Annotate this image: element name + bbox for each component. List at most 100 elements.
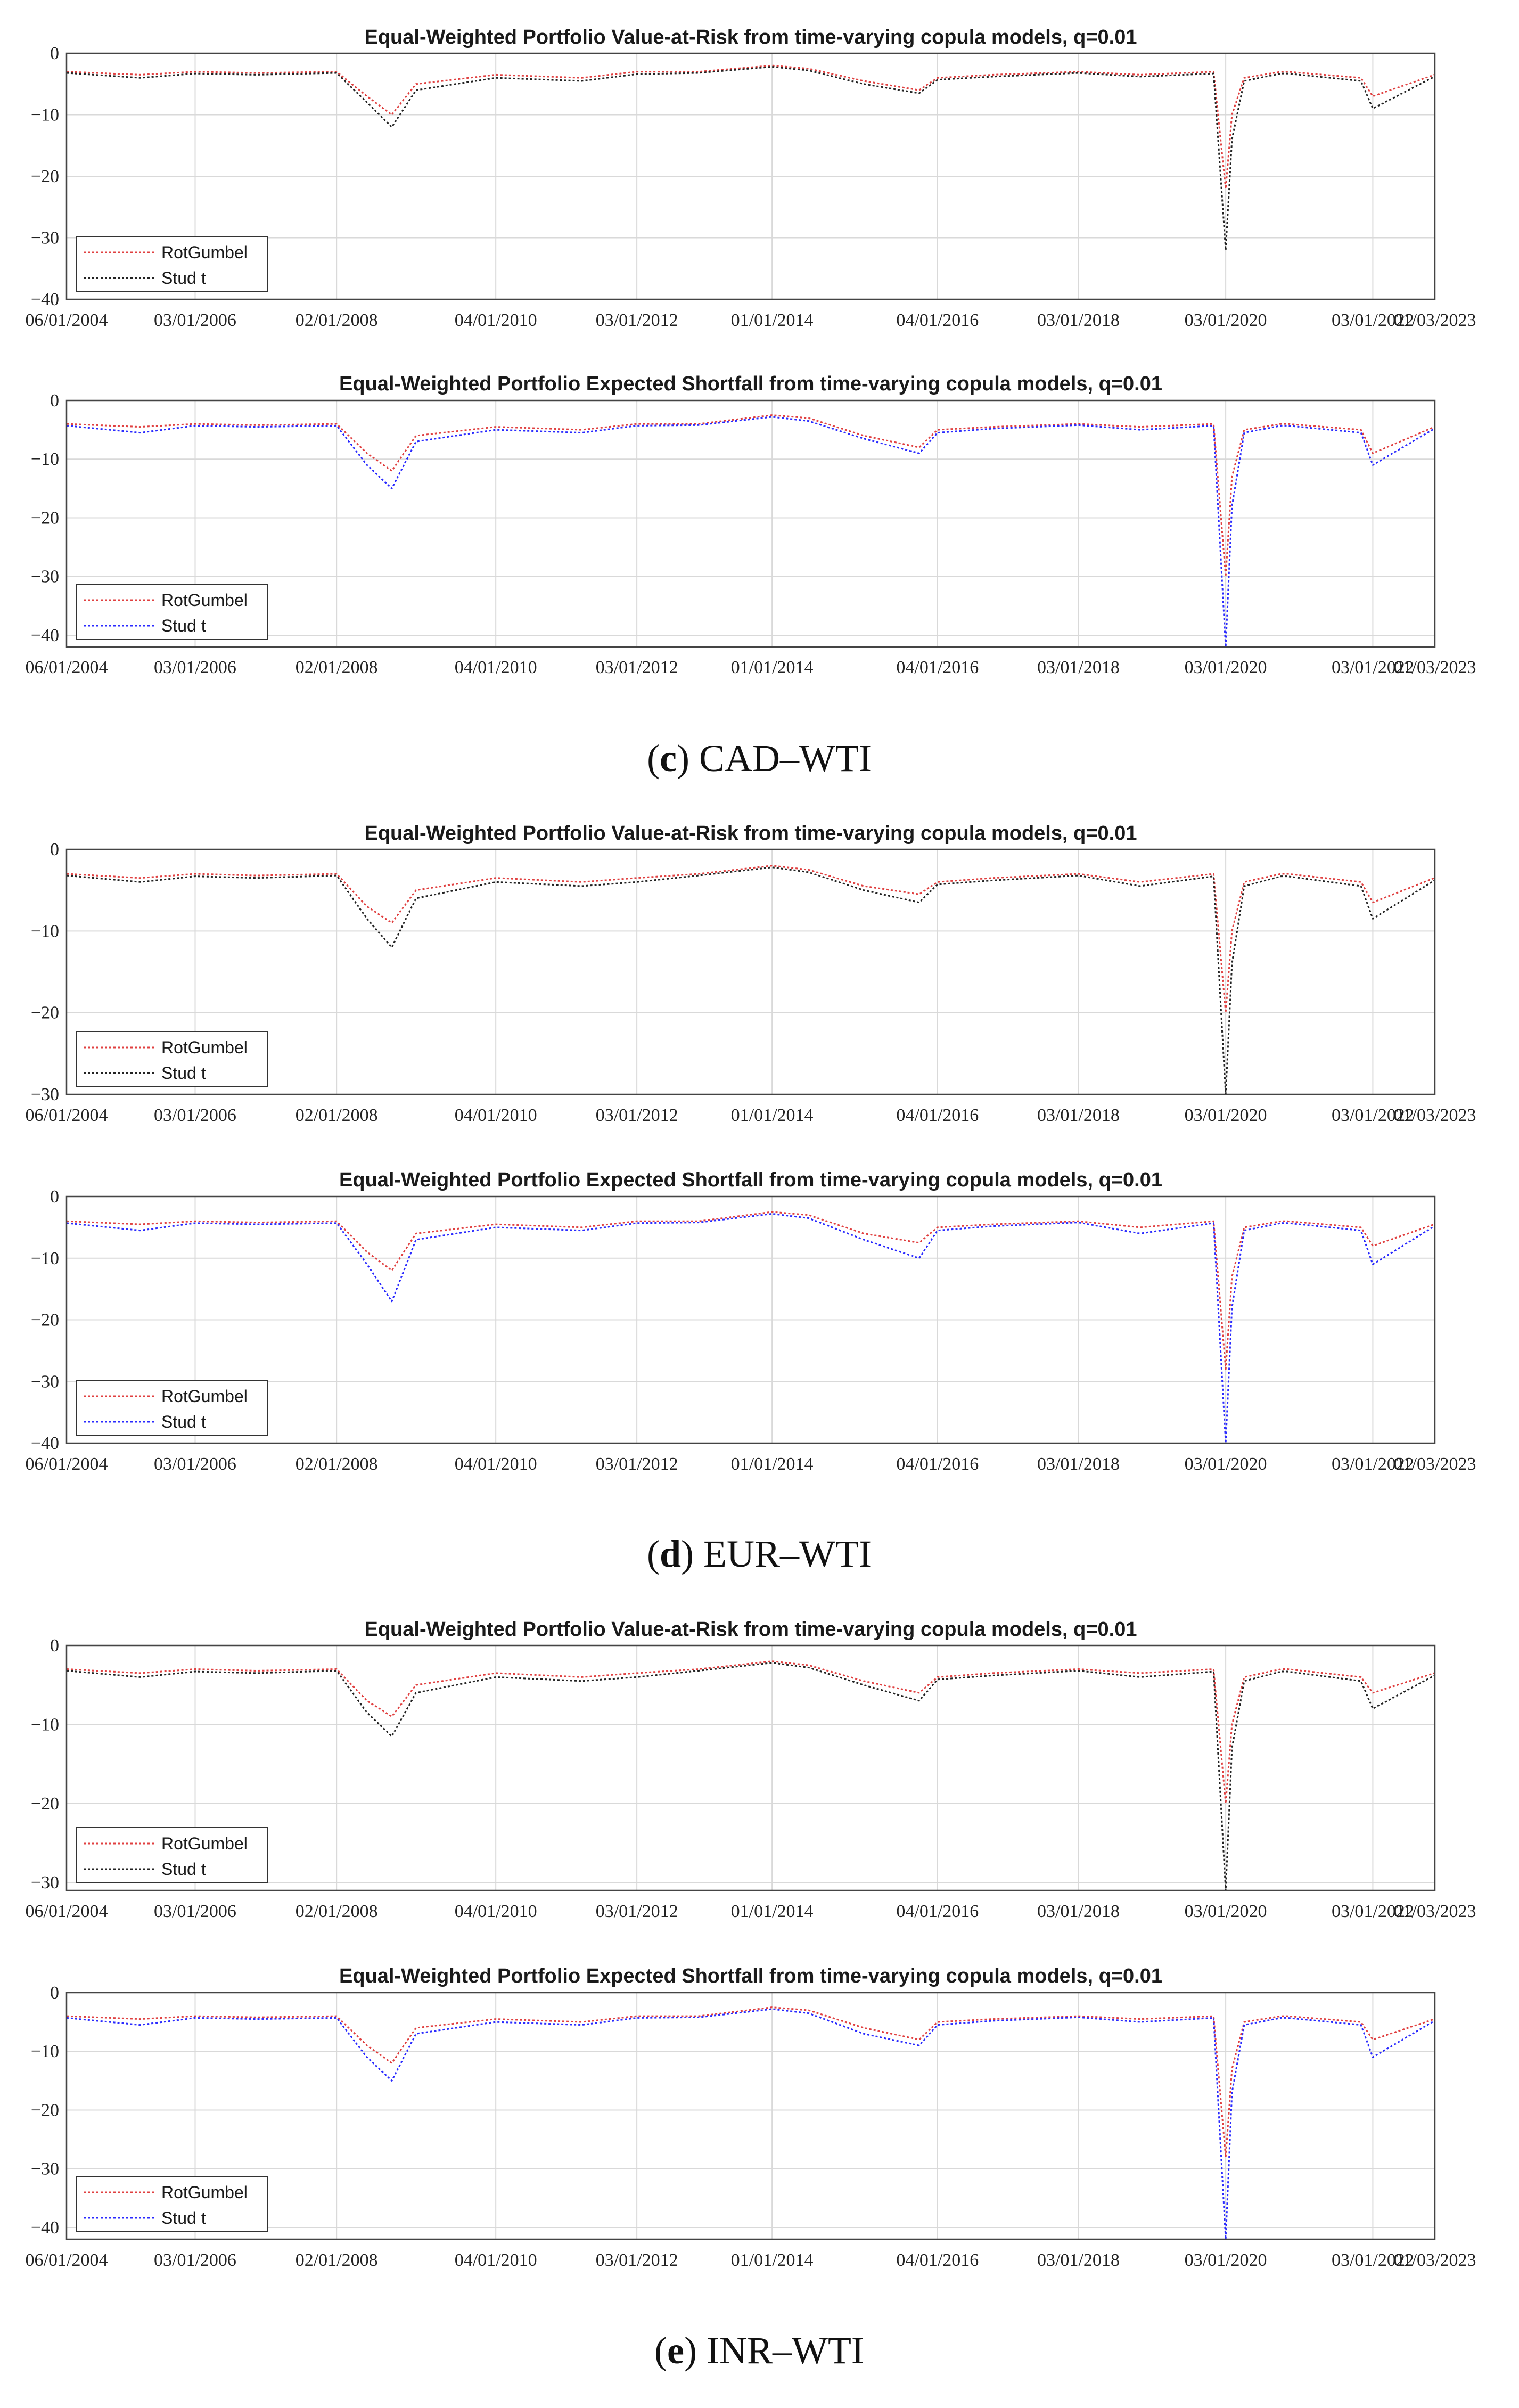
x-tick-label: 06/01/2004: [26, 658, 108, 677]
y-tick-label: −40: [31, 1434, 59, 1453]
x-tick-label: 03/01/2018: [1037, 1902, 1120, 1921]
x-tick-label: 06/01/2004: [26, 1902, 108, 1921]
y-tick-label: −20: [31, 2100, 59, 2120]
legend-label: RotGumbel: [161, 2183, 248, 2202]
x-tick-label: 03/01/2020: [1185, 2250, 1267, 2270]
series-line-stud-t: [66, 866, 1435, 1095]
y-tick-label: −40: [31, 290, 59, 309]
y-tick-label: 0: [50, 1983, 59, 2003]
y-tick-label: −40: [31, 2218, 59, 2238]
chart-title: Equal-Weighted Portfolio Expected Shortf…: [339, 373, 1162, 395]
series-line-stud-t: [66, 2008, 1435, 2240]
caption-letter: c: [660, 737, 677, 780]
legend-box: [76, 236, 268, 292]
y-tick-label: −10: [31, 1715, 59, 1734]
x-tick-label: 02/01/2008: [295, 1454, 378, 1474]
axes-box: [65, 1644, 1436, 1891]
caption-label: INR–WTI: [707, 2329, 864, 2372]
legend-box: [76, 2176, 268, 2232]
x-tick-label: 03/01/2012: [596, 658, 678, 677]
legend-label: Stud t: [161, 616, 206, 635]
x-tick-label: 02/01/2008: [295, 2250, 378, 2270]
x-tick-label: 01/03/2023: [1394, 1105, 1476, 1125]
series-line-rotgumbel: [66, 865, 1435, 1014]
y-tick-label: 0: [50, 44, 59, 63]
x-tick-label: 04/01/2016: [896, 1902, 979, 1921]
x-tick-label: 03/01/2020: [1185, 658, 1267, 677]
series-line-rotgumbel: [66, 414, 1435, 578]
y-tick-label: −10: [31, 2042, 59, 2061]
x-tick-label: 03/01/2006: [154, 310, 236, 330]
plot-area: [67, 849, 1435, 1094]
legend-box: [76, 1380, 268, 1436]
x-tick-label: 03/01/2022: [1332, 1105, 1414, 1125]
x-tick-label: 06/01/2004: [26, 310, 108, 330]
y-tick-label: −30: [31, 1085, 59, 1104]
x-tick-label: 03/01/2012: [596, 310, 678, 330]
chart-title: Equal-Weighted Portfolio Expected Shortf…: [339, 1965, 1162, 1987]
x-tick-label: 04/01/2016: [896, 310, 979, 330]
axes-box: [65, 1195, 1436, 1444]
series-line-rotgumbel: [66, 64, 1435, 190]
x-tick-label: 03/01/2006: [154, 2250, 236, 2270]
x-tick-label: 01/01/2014: [731, 1454, 814, 1474]
chart-panel-1: 06/01/2004 03/01/2006 02/01/2008 04/01/2010…: [26, 26, 1476, 330]
chart-title: Equal-Weighted Portfolio Value-at-Risk f…: [365, 822, 1137, 845]
y-tick-label: 0: [50, 391, 59, 411]
panel-caption: (c) CAD–WTI: [647, 737, 872, 780]
x-tick-label: 03/01/2018: [1037, 1454, 1120, 1474]
x-tick-label: 03/01/2018: [1037, 658, 1120, 677]
chart-title: Equal-Weighted Portfolio Value-at-Risk f…: [365, 26, 1137, 48]
series-line-rotgumbel: [66, 1660, 1435, 1805]
legend-box: [76, 1031, 268, 1087]
legend-box: [76, 1827, 268, 1883]
y-tick-label: −20: [31, 1311, 59, 1330]
series-line-stud-t: [66, 1213, 1435, 1444]
legend-label: RotGumbel: [161, 1038, 248, 1057]
x-tick-label: 04/01/2016: [896, 1454, 979, 1474]
legend-label: Stud t: [161, 2208, 206, 2227]
x-tick-label: 04/01/2016: [896, 1105, 979, 1125]
legend-label: RotGumbel: [161, 591, 248, 610]
x-tick-label: 01/01/2014: [731, 310, 814, 330]
x-tick-label: 01/01/2014: [731, 658, 814, 677]
x-tick-label: 03/01/2006: [154, 658, 236, 677]
axes-box: [65, 399, 1436, 648]
x-tick-label: 01/03/2023: [1394, 2250, 1476, 2270]
legend-label: Stud t: [161, 1860, 206, 1879]
x-tick-label: 03/01/2020: [1185, 310, 1267, 330]
x-tick-label: 02/01/2008: [295, 310, 378, 330]
x-tick-label: 02/01/2008: [295, 1105, 378, 1125]
caption-letter: e: [667, 2329, 684, 2372]
legend-label: Stud t: [161, 268, 206, 288]
axes-box: [65, 1992, 1436, 2240]
x-tick-label: 01/01/2014: [731, 1902, 814, 1921]
x-tick-label: 01/03/2023: [1394, 1902, 1476, 1921]
x-tick-label: 03/01/2022: [1332, 658, 1414, 677]
x-tick-label: 03/01/2022: [1332, 310, 1414, 330]
x-tick-label: 04/01/2010: [455, 1454, 537, 1474]
y-tick-label: −40: [31, 626, 59, 645]
x-tick-label: 01/01/2014: [731, 1105, 814, 1125]
x-tick-label: 01/01/2014: [731, 2250, 814, 2270]
caption-label: CAD–WTI: [699, 737, 872, 780]
y-tick-label: −30: [31, 1372, 59, 1391]
y-tick-label: −10: [31, 105, 59, 125]
chart-panel-3: 06/01/2004 03/01/2006 02/01/2008 04/01/2010…: [26, 822, 1476, 1125]
x-tick-label: 03/01/2012: [596, 1902, 678, 1921]
legend-label: RotGumbel: [161, 1834, 248, 1853]
y-tick-label: −20: [31, 1003, 59, 1023]
axes-box: [65, 848, 1436, 1095]
x-tick-label: 03/01/2012: [596, 1454, 678, 1474]
x-tick-label: 01/03/2023: [1394, 310, 1476, 330]
x-tick-label: 04/01/2010: [455, 1902, 537, 1921]
x-tick-label: 04/01/2010: [455, 1105, 537, 1125]
y-tick-label: −30: [31, 228, 59, 248]
chart-panel-4: 06/01/2004 03/01/2006 02/01/2008 04/01/2010…: [26, 1169, 1476, 1474]
caption-label: EUR–WTI: [703, 1533, 872, 1575]
x-tick-label: 04/01/2016: [896, 658, 979, 677]
x-tick-label: 03/01/2022: [1332, 1902, 1414, 1921]
y-tick-label: −20: [31, 1794, 59, 1814]
legend-label: Stud t: [161, 1412, 206, 1431]
y-tick-label: 0: [50, 840, 59, 859]
